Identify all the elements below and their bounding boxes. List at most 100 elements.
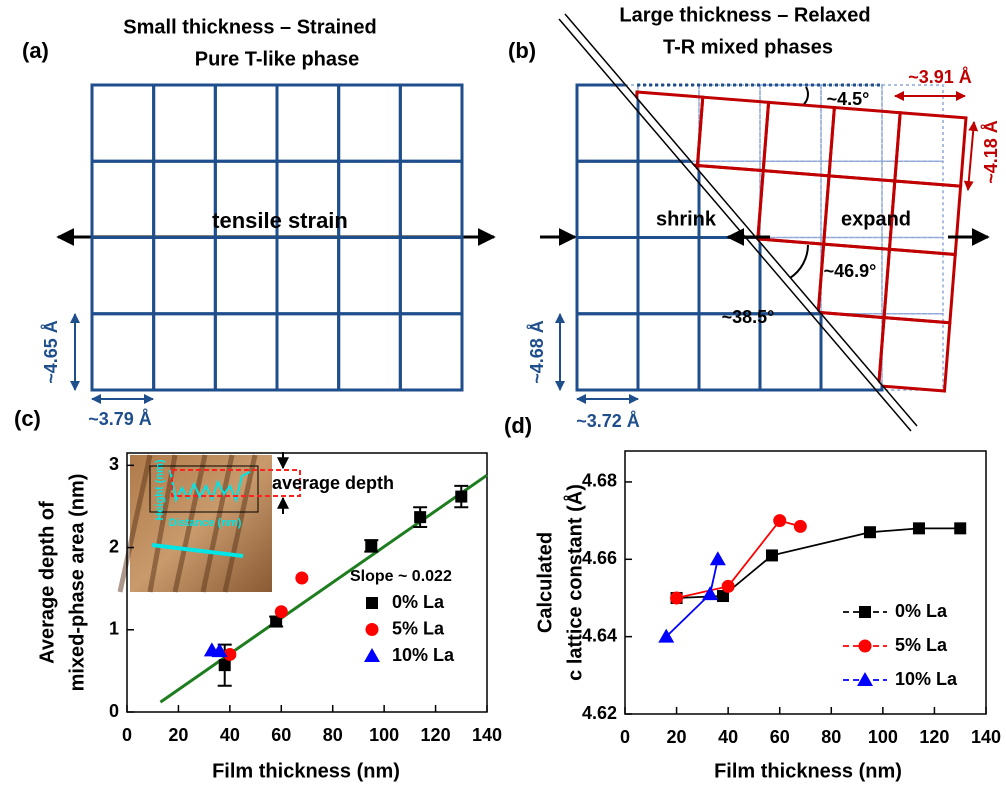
phase-boundary — [558, 18, 912, 432]
lattice-cell — [637, 236, 700, 315]
lattice-cell — [90, 236, 156, 316]
scan-line — [151, 543, 244, 558]
x-tick-label: 100 — [369, 725, 399, 745]
point — [765, 549, 778, 562]
legend-marker — [366, 597, 378, 609]
fit-line — [159, 473, 488, 704]
lattice-cell — [756, 169, 831, 246]
point — [223, 647, 237, 661]
lattice-cell — [698, 236, 761, 315]
legend-label: 0% La — [392, 592, 445, 612]
lattice-cell — [881, 160, 944, 239]
y-tick-label: 2 — [109, 536, 119, 556]
lattice-cell — [275, 236, 341, 316]
lattice-cell — [758, 83, 823, 163]
dimension-label: ~4.18 Å — [981, 120, 1001, 184]
y-tick-label: 1 — [109, 619, 119, 639]
lattice-cell — [877, 315, 952, 393]
point — [270, 615, 283, 628]
legend-label: 5% La — [392, 618, 445, 638]
lattice-cell — [613, 295, 689, 372]
inset-label: average depth — [272, 473, 394, 493]
lattice-cell — [636, 236, 701, 316]
x-tick-label: 20 — [667, 727, 687, 747]
panel-title: Pure T-like phase — [195, 48, 360, 70]
dimension-label: ~3.72 Å — [576, 411, 640, 431]
point — [702, 586, 719, 601]
panel-title: Small thickness – Strained — [123, 16, 376, 38]
lattice-cell — [820, 160, 883, 239]
profile — [169, 469, 251, 504]
angle-label: ~38.5° — [722, 307, 775, 327]
lattice-cell — [213, 236, 279, 316]
y-axis-label: c lattice constant (Å) — [562, 484, 586, 681]
inset-frame — [149, 465, 259, 513]
lattice-cell — [575, 312, 640, 392]
lattice-cell — [152, 312, 217, 392]
legend-marker — [364, 648, 380, 662]
point — [658, 628, 675, 643]
y-axis-label: mixed-phase area (nm) — [66, 474, 88, 692]
lattice-cell — [827, 105, 902, 183]
y-tick-label: 0 — [109, 701, 119, 721]
expand-label: expand — [841, 208, 911, 230]
shrink-label: shrink — [656, 208, 717, 230]
x-tick-label: 60 — [271, 725, 291, 745]
point — [455, 490, 468, 503]
point — [954, 522, 967, 535]
lattice-cell — [882, 247, 957, 325]
lattice-cell — [398, 236, 464, 316]
r-phase-grid — [613, 90, 968, 393]
lattice-cell — [636, 312, 701, 392]
y-axis-label: Calculated — [534, 532, 556, 633]
lattice-cell — [576, 313, 639, 391]
lattice-cell — [881, 236, 944, 315]
y-tick-label: 4.62 — [582, 703, 617, 723]
y-tick-label: 3 — [109, 454, 119, 474]
legend-marker — [365, 623, 379, 636]
x-tick-label: 140 — [971, 727, 1001, 747]
x-tick-label: 120 — [421, 725, 451, 745]
lattice-cell — [695, 95, 771, 173]
x-tick-label: 40 — [220, 725, 240, 745]
afm-stripe — [222, 454, 258, 593]
angle-arc — [803, 86, 809, 105]
series-line — [676, 519, 801, 599]
point — [721, 579, 735, 593]
lattice-cell — [630, 90, 705, 168]
afm-stripe — [172, 454, 208, 593]
x-axis-label: Film thickness (nm) — [212, 760, 400, 782]
y-tick-label: 4.68 — [582, 471, 617, 491]
x-tick-label: 0 — [122, 725, 132, 745]
lattice-cell — [761, 100, 837, 178]
afm-stripe — [200, 454, 235, 593]
lattice-cell — [337, 159, 402, 239]
x-axis-label: Film thickness (nm) — [714, 760, 902, 782]
lattice-cell — [398, 312, 464, 392]
lattice-cell — [213, 312, 279, 392]
panel-title: Large thickness – Relaxed — [619, 4, 870, 26]
legend-marker — [858, 639, 872, 653]
point — [912, 522, 925, 535]
x-tick-label: 120 — [919, 727, 949, 747]
lattice-cell — [337, 312, 402, 392]
dimension-label: ~4.65 Å — [41, 320, 61, 384]
lattice-cell — [685, 232, 760, 309]
point — [274, 605, 288, 619]
legend-label: 0% La — [895, 601, 948, 621]
dimension-label: ~3.91 Å — [908, 67, 972, 87]
x-tick-label: 80 — [821, 727, 841, 747]
point — [716, 590, 729, 603]
lattice-cell — [637, 313, 700, 391]
point — [863, 526, 876, 539]
point — [365, 539, 378, 552]
point — [211, 643, 228, 658]
x-tick-label: 40 — [718, 727, 738, 747]
lattice-cell — [337, 83, 402, 163]
point — [414, 511, 427, 524]
plot-frame — [624, 450, 987, 715]
lattice-cell — [398, 83, 464, 163]
dimension-label: ~3.79 Å — [88, 409, 152, 429]
lattice-cell — [90, 159, 156, 239]
